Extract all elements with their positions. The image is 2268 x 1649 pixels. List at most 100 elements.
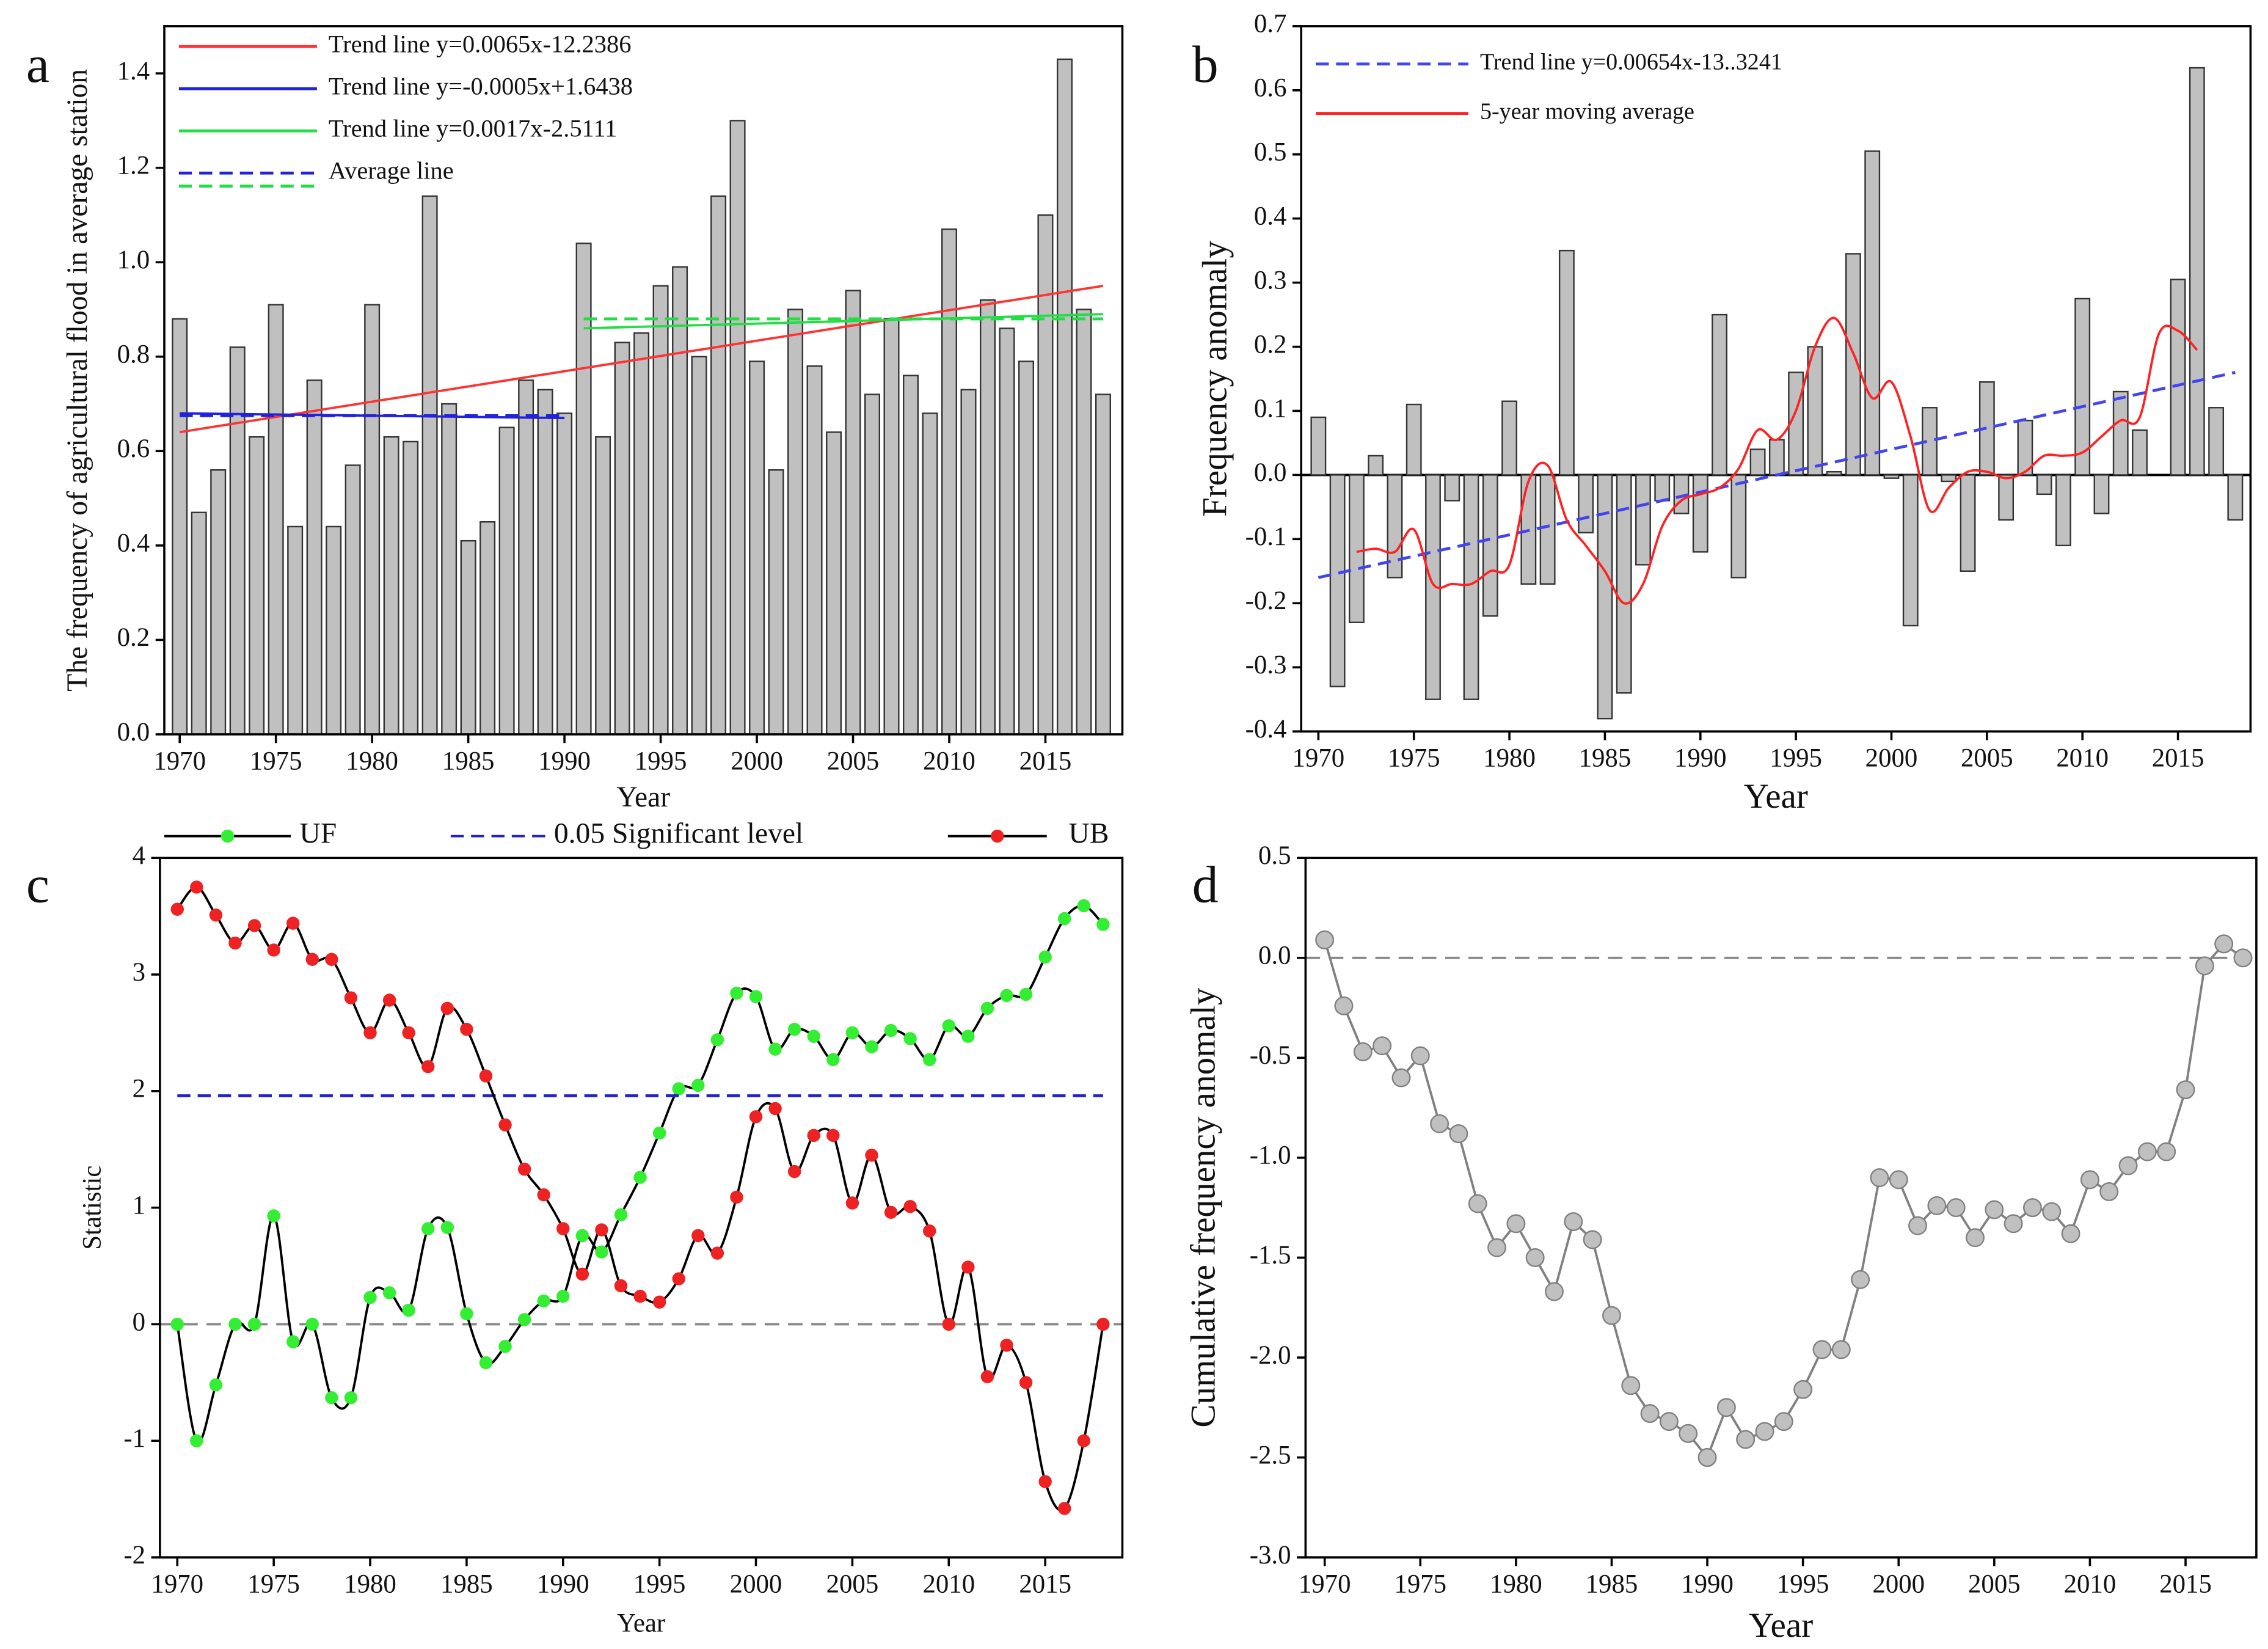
y-tick-label: 1.2 xyxy=(117,151,150,180)
marker xyxy=(1716,1398,1736,1417)
marker xyxy=(1812,1340,1832,1359)
marker xyxy=(1525,1248,1545,1267)
x-tick-label: 2015 xyxy=(1019,747,1072,775)
bar xyxy=(1578,474,1594,534)
marker xyxy=(1870,1168,1889,1188)
bar xyxy=(364,304,381,736)
x-axis-label: Year xyxy=(616,781,670,813)
marker xyxy=(2080,1170,2099,1190)
marker xyxy=(903,1032,917,1045)
marker xyxy=(710,1246,724,1260)
marker xyxy=(1019,987,1033,1001)
x-tick-label: 2015 xyxy=(2152,744,2204,773)
marker xyxy=(1831,1340,1851,1359)
marker xyxy=(1077,1434,1091,1447)
bar xyxy=(2227,474,2244,521)
marker xyxy=(1391,1068,1411,1088)
bar xyxy=(383,436,399,736)
marker xyxy=(942,1317,955,1331)
x-tick-label: 1970 xyxy=(1293,744,1345,773)
bar xyxy=(191,511,207,736)
bar xyxy=(903,375,919,736)
marker xyxy=(614,1279,628,1293)
x-tick-label: 1980 xyxy=(1483,744,1536,773)
bar xyxy=(1310,416,1327,476)
x-tick-label: 2010 xyxy=(2064,1570,2117,1598)
y-tick-label: 0.7 xyxy=(1254,10,1287,38)
bar xyxy=(787,309,804,736)
bar xyxy=(1883,474,1900,479)
x-tick-label: 2000 xyxy=(1865,744,1918,773)
marker xyxy=(247,1317,261,1331)
x-tick-label: 1980 xyxy=(1490,1570,1542,1598)
bar xyxy=(1558,249,1575,476)
marker xyxy=(1410,1046,1430,1066)
x-tick-label: 1990 xyxy=(537,1570,589,1598)
marker xyxy=(2118,1156,2138,1176)
bar xyxy=(249,436,265,736)
marker xyxy=(922,1224,936,1238)
plot-frame xyxy=(1304,857,2258,1559)
bar xyxy=(691,356,707,736)
bar xyxy=(1768,439,1785,476)
marker xyxy=(1927,1196,1947,1215)
bar xyxy=(1076,309,1092,736)
x-tick-label: 1990 xyxy=(1674,744,1727,773)
bar xyxy=(306,379,323,736)
x-tick-label: 1975 xyxy=(1388,744,1440,773)
marker xyxy=(344,991,358,1004)
x-tick-label: 2010 xyxy=(922,1570,975,1598)
bar xyxy=(1095,393,1111,736)
marker xyxy=(980,1370,994,1384)
bar xyxy=(1902,474,1919,627)
marker xyxy=(826,1128,840,1143)
marker xyxy=(363,1026,377,1040)
marker xyxy=(460,1023,473,1036)
x-tick-label: 1975 xyxy=(1394,1570,1446,1598)
bar xyxy=(845,290,861,736)
marker xyxy=(1000,1339,1013,1352)
marker xyxy=(1096,1317,1110,1331)
bar xyxy=(1368,455,1384,476)
series-line xyxy=(583,313,1104,330)
bar xyxy=(979,299,996,736)
y-tick-label: 0.1 xyxy=(1254,394,1287,423)
bar xyxy=(614,342,630,736)
marker xyxy=(305,952,319,966)
marker xyxy=(1334,996,1354,1015)
marker xyxy=(1946,1198,1966,1218)
marker xyxy=(826,1053,840,1067)
marker xyxy=(363,1290,377,1304)
marker xyxy=(884,1205,898,1219)
x-tick-label: 1985 xyxy=(442,747,495,775)
bar xyxy=(537,389,553,736)
bar xyxy=(575,243,592,736)
marker xyxy=(652,1295,666,1309)
marker xyxy=(2023,1198,2042,1218)
panel-label: b xyxy=(1192,35,1219,93)
bar xyxy=(826,431,842,736)
x-tick-label: 1995 xyxy=(633,1570,686,1598)
y-tick-label: 0.2 xyxy=(1254,330,1287,359)
bar xyxy=(1998,474,2015,521)
marker xyxy=(1077,899,1091,913)
bar xyxy=(1482,474,1498,617)
bar xyxy=(1348,474,1365,623)
x-tick-label: 1975 xyxy=(247,1570,300,1598)
bar xyxy=(960,389,977,736)
bar xyxy=(326,525,342,736)
marker xyxy=(344,1391,358,1405)
marker xyxy=(267,1209,280,1223)
y-tick-label: -2.5 xyxy=(1250,1441,1291,1469)
x-tick-label: 1990 xyxy=(1681,1570,1734,1598)
y-tick-label: 4 xyxy=(133,841,145,870)
marker xyxy=(787,1165,801,1179)
y-tick-label: 0.0 xyxy=(1258,942,1291,970)
legend-label: Average line xyxy=(329,157,454,185)
marker xyxy=(1966,1228,1985,1248)
bar xyxy=(1056,58,1073,736)
marker xyxy=(961,1029,975,1043)
bar xyxy=(1406,403,1422,476)
y-tick-label: -1.5 xyxy=(1250,1241,1291,1270)
marker xyxy=(1736,1430,1756,1449)
